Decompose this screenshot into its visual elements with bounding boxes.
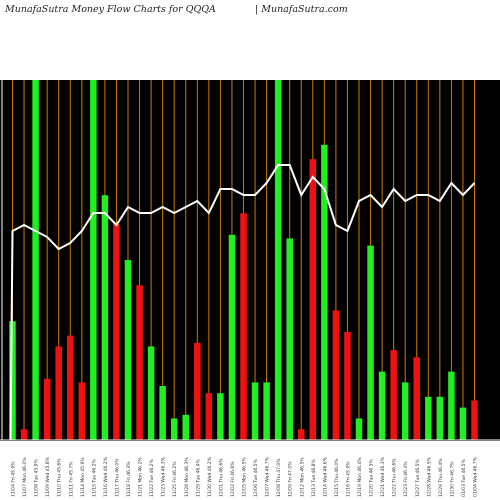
x-tick-label: 01/03 Tue 46.5%: [461, 458, 467, 497]
money-flow-bar-down: [43, 378, 51, 440]
x-tick-label: 12/14 Wed 46.6%: [322, 456, 328, 497]
x-axis-tick-labels: 11/04 Fri 45.9% 11/07 Mon 46.0% 11/08 Tue …: [11, 456, 479, 497]
money-flow-bar-down: [67, 335, 74, 440]
x-tick-label: 11/07 Mon 46.0%: [22, 457, 28, 497]
money-flow-bar-up: [217, 393, 224, 440]
x-tick-label: 11/15 Tue 46.2%: [91, 458, 97, 497]
money-flow-bar-up: [90, 80, 97, 440]
x-tick-label: 11/14 Mon 45.9%: [80, 457, 86, 497]
x-tick-label: 12/27 Tue 46.5%: [415, 458, 421, 497]
x-tick-label: 12/09 Fri 47.0%: [288, 461, 294, 497]
money-flow-bar-up: [159, 386, 166, 440]
x-tick-label: 11/18 Fri 46.3%: [126, 461, 132, 497]
x-tick-label: 11/21 Mon 46.2%: [138, 457, 144, 497]
x-tick-label: 12/08 Thu 47.0%: [276, 458, 282, 497]
money-flow-bar-down: [113, 224, 120, 440]
x-tick-label: 11/28 Mon 46.3%: [184, 457, 190, 497]
money-flow-bar-up: [378, 371, 386, 440]
x-tick-label: 11/22 Tue 46.2%: [149, 458, 155, 497]
x-tick-label: 12/02 Fri 46.6%: [230, 461, 236, 497]
money-flow-bar-up: [355, 418, 363, 440]
money-flow-bar-up: [251, 382, 259, 440]
x-tick-label: 12/06 Tue 46.5%: [253, 458, 259, 497]
money-flow-bar-up: [101, 195, 109, 440]
x-tick-label: 12/20 Tue 46.5%: [369, 458, 375, 497]
money-flow-bar-up: [286, 238, 293, 440]
x-tick-label: 12/05 Mon 46.5%: [242, 457, 248, 497]
money-flow-bar-up: [228, 234, 236, 440]
money-flow-bar-down: [240, 213, 247, 440]
money-flow-bar-down: [298, 429, 305, 440]
x-tick-label: 12/30 Fri 46.7%: [449, 461, 455, 497]
chart-title: MunafaSutra Money Flow Charts for QQQA: [5, 4, 216, 15]
money-flow-bar-down: [413, 357, 420, 440]
money-flow-bar-up: [367, 245, 374, 440]
x-tick-label: 11/04 Fri 45.9%: [11, 461, 17, 497]
money-flow-bar-down: [20, 429, 28, 440]
money-flow-bar-up: [170, 418, 178, 440]
money-flow-bar-down: [78, 382, 86, 440]
money-flow-bar-down: [205, 393, 213, 440]
x-tick-label: 12/21 Wed 46.3%: [380, 456, 386, 497]
x-tick-label: 12/19 Mon 46.4%: [357, 457, 363, 497]
x-tick-label: 12/29 Thu 46.4%: [438, 458, 444, 497]
money-flow-bar-down: [194, 342, 201, 440]
money-flow-bar-up: [425, 396, 432, 440]
x-tick-label: 12/28 Wed 46.5%: [426, 456, 432, 497]
x-tick-label: 12/23 Fri 46.4%: [403, 461, 409, 497]
money-flow-bar-up: [147, 346, 155, 440]
x-tick-label: 11/16 Wed 46.2%: [103, 456, 109, 497]
money-flow-bar-down: [332, 310, 340, 440]
money-flow-bar-down: [390, 350, 397, 440]
money-flow-bar-down: [136, 285, 143, 440]
money-flow-bar-down: [471, 400, 478, 440]
x-tick-label: 12/13 Tue 46.8%: [311, 458, 317, 497]
x-tick-label: 11/29 Tue 46.4%: [195, 458, 201, 497]
money-flow-bars: [9, 80, 478, 441]
site-label: | MunafaSutra.com: [255, 4, 348, 15]
x-tick-label: 11/25 Fri 46.2%: [172, 461, 178, 497]
x-tick-label: 11/17 Thu 46.0%: [114, 458, 120, 497]
x-tick-label: 12/07 Wed 46.7%: [265, 456, 271, 497]
money-flow-bar-down: [55, 346, 62, 440]
x-tick-label: 11/30 Wed 46.2%: [207, 456, 213, 497]
money-flow-bar-up: [321, 144, 328, 441]
price-line: [9, 164, 476, 441]
x-tick-label: 12/15 Thu 46.0%: [334, 458, 340, 497]
x-tick-label: 12/16 Fri 45.9%: [345, 461, 351, 497]
money-flow-bar-up: [263, 382, 270, 440]
money-flow-bar-up: [436, 396, 444, 440]
money-flow-bar-up: [274, 80, 282, 440]
money-flow-bar-up: [401, 382, 409, 440]
money-flow-bar-up: [32, 80, 39, 440]
plot-frame: [0, 80, 500, 441]
money-flow-bar-down: [309, 159, 317, 440]
money-flow-bar-up: [124, 260, 132, 440]
x-tick-label: 12/22 Thu 46.6%: [392, 458, 398, 497]
money-flow-bar-up: [459, 407, 467, 440]
x-tick-label: 12/01 Thu 46.6%: [218, 458, 224, 497]
money-flow-bar-down: [344, 332, 351, 440]
money-flow-bar-up: [9, 321, 16, 440]
money-flow-bar-up: [182, 414, 189, 440]
x-tick-label: 11/23 Wed 46.3%: [161, 456, 167, 497]
x-tick-label: 01/04 Wed 46.7%: [473, 456, 479, 497]
x-tick-label: 11/09 Wed 45.8%: [45, 456, 51, 497]
plot-background: [0, 80, 500, 441]
money-flow-bar-up: [448, 371, 455, 440]
x-tick-label: 11/10 Thu 45.6%: [57, 458, 63, 497]
x-tick-label: 12/12 Mon 46.5%: [299, 457, 305, 497]
x-tick-label: 11/08 Tue 45.9%: [34, 458, 40, 497]
x-tick-label: 11/11 Fri 45.7%: [68, 461, 74, 497]
